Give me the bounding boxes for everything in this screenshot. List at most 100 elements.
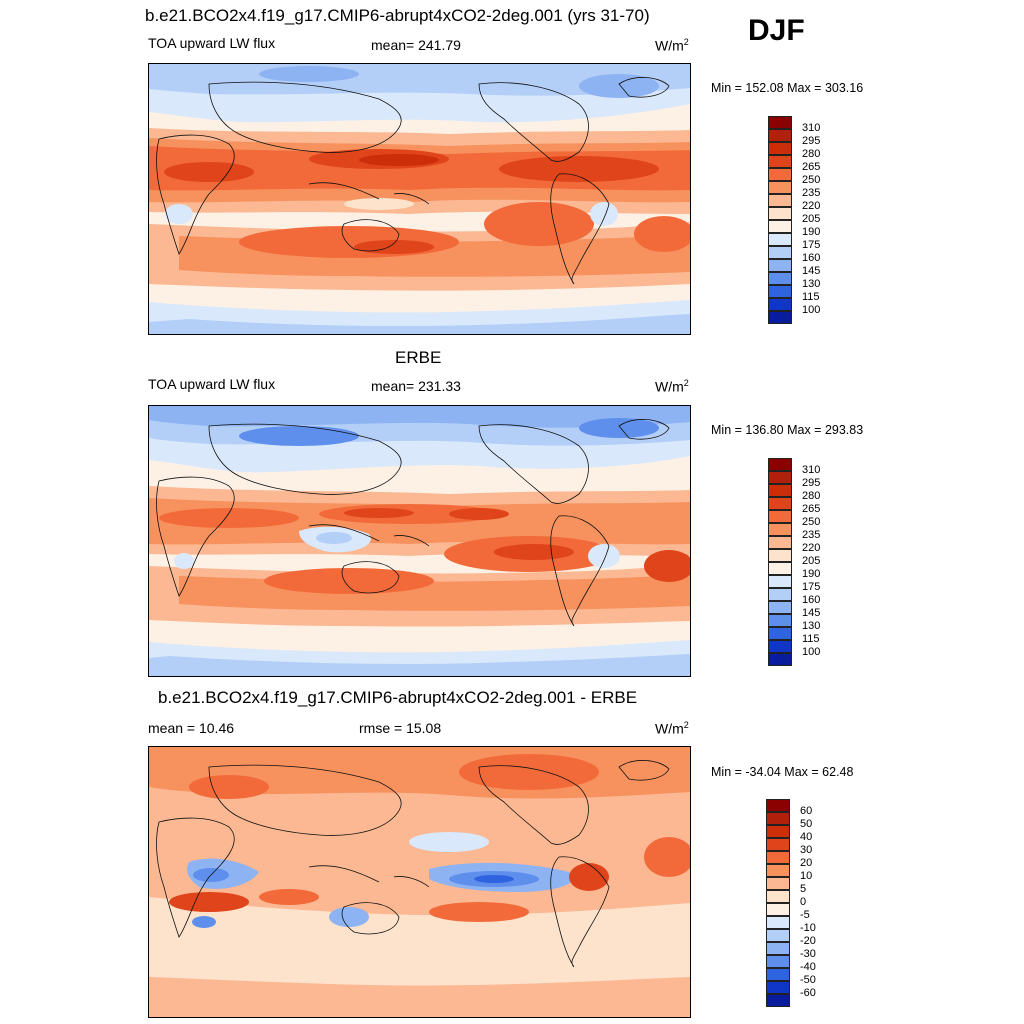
colorbar-swatch xyxy=(768,614,792,627)
season-label: DJF xyxy=(748,14,805,47)
colorbar-tick-label: 100 xyxy=(802,304,821,316)
colorbar-tick-label: 160 xyxy=(802,594,821,606)
colorbar-tick-label: 310 xyxy=(802,122,821,134)
colorbar-swatch xyxy=(768,259,792,272)
colorbar-tick-label: -40 xyxy=(800,961,816,973)
colorbar-swatch xyxy=(768,523,792,536)
panel1-units: W/m2 xyxy=(655,37,689,54)
colorbar-swatch xyxy=(766,994,790,1007)
colorbar-tick-label: 190 xyxy=(802,568,821,580)
panel2-variable-label: TOA upward LW flux xyxy=(148,376,276,392)
colorbar-tick-label: 265 xyxy=(802,503,821,515)
colorbar-tick-label: -30 xyxy=(800,948,816,960)
panel1-minmax: Min = 152.08 Max = 303.16 xyxy=(711,81,864,95)
colorbar-tick-label: -10 xyxy=(800,922,816,934)
colorbar-swatch xyxy=(766,851,790,864)
colorbar-swatch xyxy=(768,484,792,497)
colorbar-tick-label: 250 xyxy=(802,174,821,186)
colorbar-swatch xyxy=(768,181,792,194)
panel3-map xyxy=(148,746,691,1018)
colorbar-tick-label: 60 xyxy=(800,805,813,817)
colorbar-tick-label: 145 xyxy=(802,265,821,277)
colorbar-swatch xyxy=(768,142,792,155)
colorbar-tick-label: 220 xyxy=(802,542,821,554)
colorbar-swatch xyxy=(766,981,790,994)
colorbar-tick-label: 250 xyxy=(802,516,821,528)
colorbar-tick-label: 295 xyxy=(802,477,821,489)
colorbar-tick-label: 10 xyxy=(800,870,813,882)
colorbar-swatch xyxy=(768,653,792,666)
colorbar-swatch xyxy=(768,536,792,549)
colorbar-tick-label: 280 xyxy=(802,148,821,160)
colorbar-tick-label: 190 xyxy=(802,226,821,238)
colorbar-swatch xyxy=(768,311,792,324)
panel1-map xyxy=(148,63,691,335)
colorbar-tick-label: 205 xyxy=(802,213,821,225)
colorbar-swatch xyxy=(766,825,790,838)
panel3-mean-label: mean = 10.46 xyxy=(148,720,235,736)
colorbar-swatch xyxy=(768,168,792,181)
colorbar-tick-label: 115 xyxy=(802,291,820,303)
panel2-minmax: Min = 136.80 Max = 293.83 xyxy=(711,423,864,437)
colorbar-swatch xyxy=(768,298,792,311)
colorbar-tick-label: 0 xyxy=(800,896,807,908)
colorbar-swatch xyxy=(768,129,792,142)
panel1-mean-label: mean= 241.79 xyxy=(371,37,461,53)
colorbar-swatch xyxy=(766,942,790,955)
colorbar-swatch xyxy=(768,220,792,233)
colorbar-swatch xyxy=(766,903,790,916)
colorbar-tick-label: 30 xyxy=(800,844,813,856)
colorbar-tick-label: 20 xyxy=(800,857,813,869)
panel2-mean-label: mean= 231.33 xyxy=(371,378,461,394)
colorbar-tick-label: 130 xyxy=(802,620,821,632)
colorbar-swatch xyxy=(768,155,792,168)
colorbar-tick-label: 295 xyxy=(802,135,821,147)
colorbar-tick-label: 220 xyxy=(802,200,821,212)
colorbar-swatch xyxy=(768,285,792,298)
colorbar-swatch xyxy=(766,799,790,812)
colorbar-swatch xyxy=(766,812,790,825)
panel1-variable-label: TOA upward LW flux xyxy=(148,35,276,51)
colorbar-swatch xyxy=(768,497,792,510)
colorbar-tick-label: 145 xyxy=(802,607,821,619)
panel3-rmse-label: rmse = 15.08 xyxy=(359,720,442,736)
colorbar-swatch xyxy=(768,458,792,471)
colorbar-swatch xyxy=(768,246,792,259)
panel1-colorbar: 310 295 280 265 250 235 220 205 190 175 … xyxy=(768,116,858,330)
panel3-title: b.e21.BCO2x4.f19_g17.CMIP6-abrupt4xCO2-2… xyxy=(158,688,638,707)
colorbar-swatch xyxy=(766,877,790,890)
colorbar-tick-label: 5 xyxy=(800,883,807,895)
colorbar-swatch xyxy=(768,627,792,640)
panel3-minmax: Min = -34.04 Max = 62.48 xyxy=(711,765,854,779)
panel2-title: ERBE xyxy=(395,348,442,367)
panel2-colorbar: 310 295 280 265 250 235 220 205 190 175 … xyxy=(768,458,858,672)
colorbar-tick-label: 310 xyxy=(802,464,821,476)
colorbar-tick-label: 115 xyxy=(802,633,820,645)
panel3-colorbar: 60 50 40 30 20 10 5 0 -5 -10 -20 -30 -40… xyxy=(766,799,856,1015)
colorbar-swatch xyxy=(768,510,792,523)
colorbar-tick-label: 235 xyxy=(802,529,821,541)
colorbar-tick-label: -20 xyxy=(800,935,816,947)
colorbar-swatch xyxy=(766,838,790,851)
colorbar-tick-label: 100 xyxy=(802,646,821,658)
colorbar-tick-label: -50 xyxy=(800,974,816,986)
colorbar-swatch xyxy=(768,207,792,220)
panel1-title: b.e21.BCO2x4.f19_g17.CMIP6-abrupt4xCO2-2… xyxy=(145,6,650,25)
colorbar-swatch xyxy=(768,272,792,285)
panel2-map xyxy=(148,405,691,677)
colorbar-tick-label: 50 xyxy=(800,818,813,830)
colorbar-swatch xyxy=(766,916,790,929)
colorbar-swatch xyxy=(768,562,792,575)
colorbar-swatch xyxy=(768,575,792,588)
colorbar-swatch xyxy=(768,233,792,246)
colorbar-swatch xyxy=(766,929,790,942)
colorbar-swatch xyxy=(768,549,792,562)
colorbar-swatch xyxy=(768,194,792,207)
colorbar-swatch xyxy=(768,116,792,129)
colorbar-swatch xyxy=(768,640,792,653)
colorbar-tick-label: 130 xyxy=(802,278,821,290)
colorbar-tick-label: -60 xyxy=(800,987,816,999)
colorbar-tick-label: 205 xyxy=(802,555,821,567)
colorbar-tick-label: 175 xyxy=(802,581,821,593)
colorbar-swatch xyxy=(768,471,792,484)
